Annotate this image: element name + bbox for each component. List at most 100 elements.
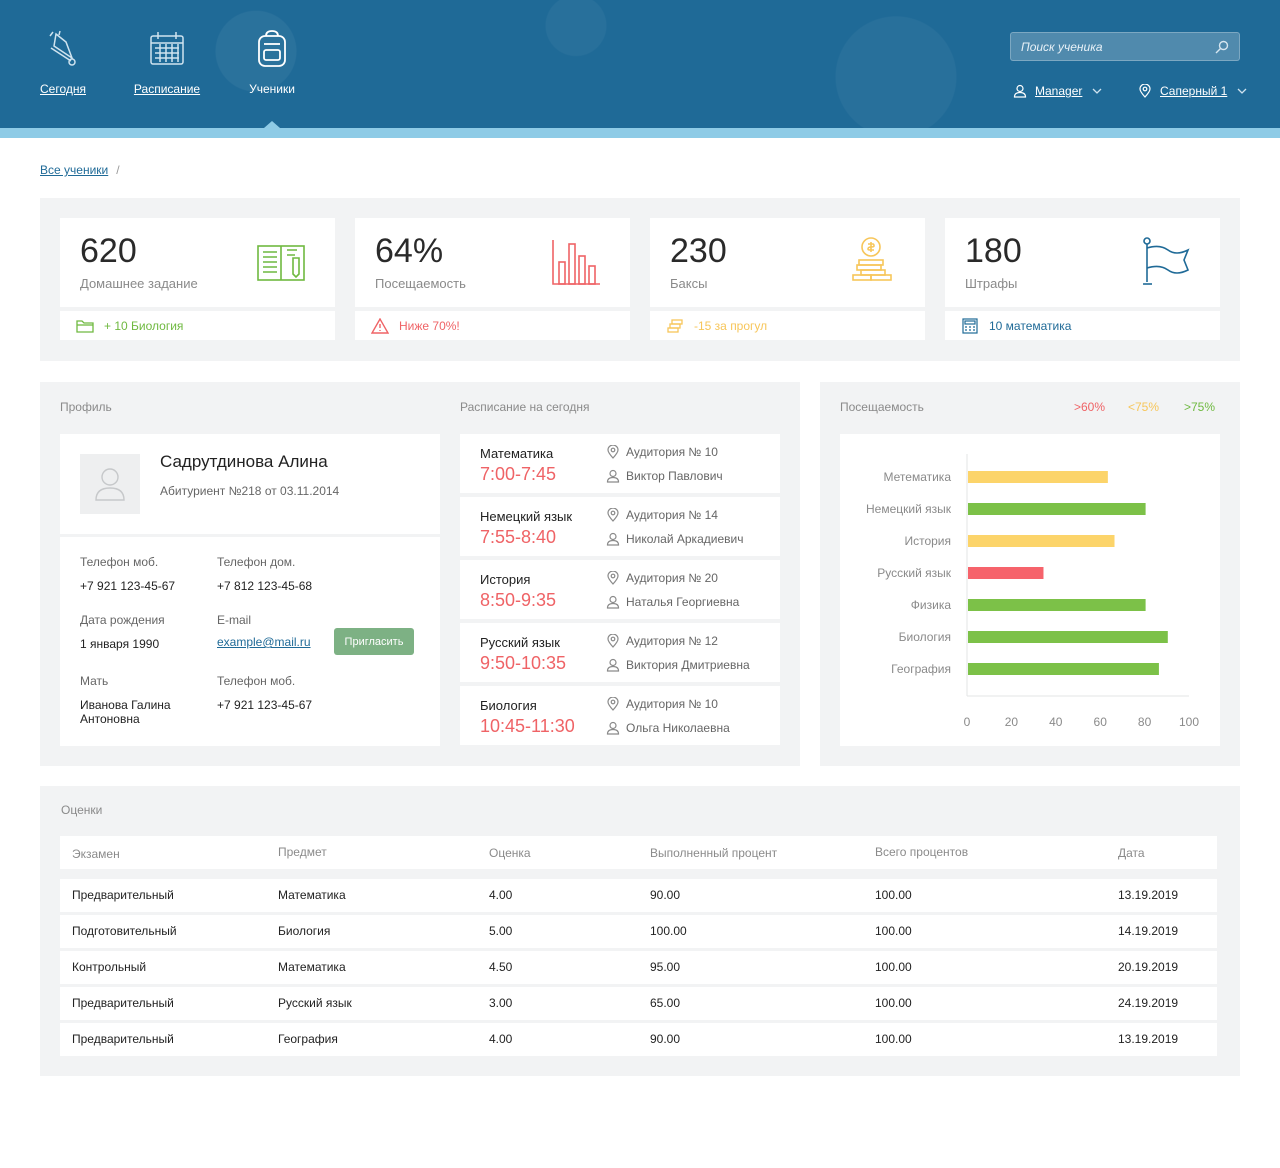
table-cell: 4.00: [489, 1032, 513, 1046]
col-done-percent[interactable]: Выполненный процент: [650, 846, 778, 860]
search-box[interactable]: [1010, 32, 1240, 61]
stat-value: 64%: [375, 232, 444, 270]
schedule-teacher-label: Виктория Дмитриевна: [626, 658, 750, 672]
schedule-item[interactable]: Немецкий язык 7:55-8:40 Аудитория № 14 Нико…: [460, 497, 780, 556]
grades-title: Оценки: [61, 803, 103, 817]
attendance-bar: [968, 503, 1146, 515]
col-subject[interactable]: Предмет: [278, 845, 327, 859]
legend-low: >60%: [1074, 400, 1106, 414]
schedule-room-label: Аудитория № 10: [626, 697, 718, 711]
x-tick-label: 20: [1005, 715, 1019, 729]
schedule-room-label: Аудитория № 12: [626, 634, 718, 648]
stat-label: Штрафы: [965, 276, 1018, 291]
coins-icon: [852, 237, 892, 281]
email-label: E-mail: [217, 613, 252, 627]
table-cell: Предварительный: [72, 888, 174, 902]
schedule-subject: Математика: [480, 446, 554, 461]
user-icon: [606, 532, 620, 546]
stat-foot[interactable]: -15 за прогул: [650, 311, 925, 340]
location-pin-icon: [1139, 84, 1151, 98]
breadcrumb-all-students[interactable]: Все ученики: [40, 163, 109, 177]
invite-button[interactable]: Пригласить: [334, 628, 414, 655]
student-name: Садрутдинова Алина: [160, 452, 328, 471]
schedule-room-label: Аудитория № 14: [626, 508, 718, 522]
col-total-percent[interactable]: Всего процентов: [875, 845, 969, 859]
schedule-time: 7:55-8:40: [480, 527, 557, 547]
schedule-subject: Немецкий язык: [480, 509, 573, 524]
table-row[interactable]: Предварительный География 4.00 90.00 100.00 1…: [60, 1023, 1217, 1056]
search-icon[interactable]: [1215, 40, 1229, 54]
attendance-bar: [968, 631, 1168, 643]
schedule-room-label: Аудитория № 10: [626, 445, 718, 459]
stat-foot[interactable]: 10 математика: [945, 311, 1220, 340]
col-date[interactable]: Дата: [1118, 846, 1145, 860]
col-exam[interactable]: Экзамен: [72, 847, 120, 861]
table-cell: 4.00: [489, 888, 513, 902]
category-label: Метематика: [884, 470, 952, 484]
birthdate-label: Дата рождения: [80, 613, 165, 627]
attendance-bar: [968, 663, 1159, 675]
mother-value: Иванова Галина Антоновна: [80, 698, 171, 726]
table-cell: 14.19.2019: [1118, 924, 1179, 938]
user-menu-label: Manager: [1035, 84, 1083, 98]
stat-label: Домашнее задание: [80, 276, 198, 291]
col-grade[interactable]: Оценка: [489, 846, 531, 860]
table-cell: Математика: [278, 960, 346, 974]
user-icon: [1013, 84, 1027, 98]
location-pin-icon: [607, 445, 619, 459]
nav-students[interactable]: Ученики: [248, 28, 296, 96]
stat-foot[interactable]: + 10 Биология: [60, 311, 335, 340]
schedule-teacher-label: Николай Аркадиевич: [626, 532, 744, 546]
stat-card-attendance: 64% Посещаемость Ниже 70%!: [355, 218, 630, 340]
search-input[interactable]: [1021, 39, 1215, 54]
table-cell: География: [278, 1032, 338, 1046]
chevron-down-icon: [1237, 88, 1247, 94]
attendance-bar: [968, 599, 1146, 611]
location-menu[interactable]: Саперный 1: [1138, 84, 1249, 98]
table-cell: Предварительный: [72, 1032, 174, 1046]
avatar[interactable]: [80, 454, 140, 514]
table-row[interactable]: Предварительный Математика 4.00 90.00 100.00…: [60, 879, 1217, 912]
schedule-item[interactable]: Математика 7:00-7:45 Аудитория № 10 Виктор …: [460, 434, 780, 493]
email-link[interactable]: example@mail.ru: [217, 635, 311, 649]
schedule-subject: История: [480, 572, 531, 587]
schedule-time: 8:50-9:35: [480, 590, 557, 610]
mother-phone-value: +7 921 123-45-67: [217, 698, 313, 712]
breadcrumb-separator: /: [116, 163, 120, 177]
nav-schedule[interactable]: Расписание: [134, 28, 200, 96]
table-row[interactable]: Контрольный Математика 4.50 95.00 100.00 20.1…: [60, 951, 1217, 984]
location-pin-icon: [607, 508, 619, 522]
birthdate-value: 1 января 1990: [80, 637, 160, 651]
schedule-subject: Биология: [480, 698, 537, 713]
profile-card: Садрутдинова Алина Абитуриент №218 от 03…: [60, 434, 440, 534]
user-icon: [606, 595, 620, 609]
schedule-item[interactable]: Русский язык 9:50-10:35 Аудитория № 12 Викт…: [460, 623, 780, 682]
stat-card-bucks: 230 Баксы -15 за прогул: [650, 218, 925, 340]
stat-foot[interactable]: Ниже 70%!: [355, 311, 630, 340]
warning-icon: [371, 317, 389, 334]
schedule-teacher: Ольга Николаевна: [606, 721, 730, 735]
table-cell: 4.50: [489, 960, 513, 974]
student-subtitle: Абитуриент №218 от 03.11.2014: [160, 484, 340, 498]
active-nav-pointer: [264, 121, 280, 128]
x-tick-label: 80: [1138, 715, 1152, 729]
user-icon: [606, 658, 620, 672]
table-row[interactable]: Подготовительный Биология 5.00 100.00 100.00…: [60, 915, 1217, 948]
table-cell: 13.19.2019: [1118, 1032, 1179, 1046]
book-icon: [257, 245, 305, 281]
app-header: Сегодня Расписание Ученики Manager Сапер…: [0, 0, 1280, 128]
table-cell: Русский язык: [278, 996, 352, 1010]
attendance-bar: [968, 567, 1044, 579]
table-cell: 90.00: [650, 888, 681, 902]
schedule-room: Аудитория № 10: [606, 445, 718, 459]
schedule-teacher: Николай Аркадиевич: [606, 532, 743, 546]
nav-today[interactable]: Сегодня: [40, 28, 86, 96]
grades-table-header: Экзамен Предмет Оценка Выполненный проце…: [60, 836, 1217, 869]
table-row[interactable]: Предварительный Русский язык 3.00 65.00 100.…: [60, 987, 1217, 1020]
table-cell: Контрольный: [72, 960, 147, 974]
schedule-time: 9:50-10:35: [480, 653, 567, 673]
schedule-item[interactable]: История 8:50-9:35 Аудитория № 20 Наталья Ге…: [460, 560, 780, 619]
user-menu[interactable]: Manager: [1013, 84, 1104, 98]
schedule-item[interactable]: Биология 10:45-11:30 Аудитория № 10 Ольга Н…: [460, 686, 780, 745]
backpack-icon: [258, 30, 286, 67]
